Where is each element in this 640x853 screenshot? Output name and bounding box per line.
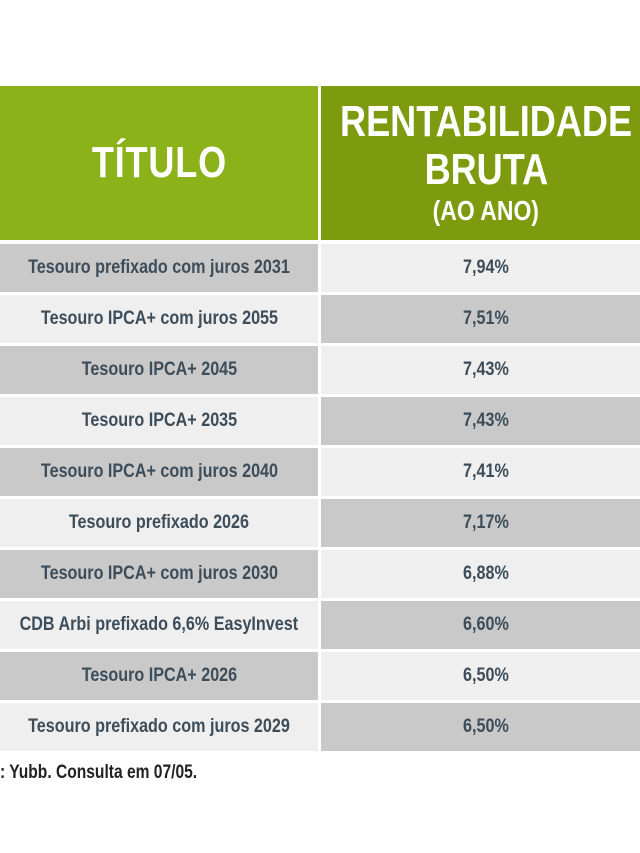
table-row: Tesouro IPCA+ 2026 6,50% bbox=[0, 652, 640, 700]
source-note: : Yubb. Consulta em 07/05. bbox=[0, 762, 198, 783]
cell-titulo: CDB Arbi prefixado 6,6% EasyInvest bbox=[0, 601, 318, 649]
cell-titulo: Tesouro prefixado com juros 2031 bbox=[0, 244, 318, 292]
table-row: Tesouro prefixado com juros 2031 7,94% bbox=[0, 244, 640, 292]
cell-titulo: Tesouro prefixado com juros 2029 bbox=[0, 703, 318, 751]
table-row: Tesouro prefixado 2026 7,17% bbox=[0, 499, 640, 547]
cell-rentabilidade: 6,50% bbox=[321, 703, 640, 751]
cell-titulo: Tesouro IPCA+ com juros 2055 bbox=[0, 295, 318, 343]
cell-rentabilidade: 7,94% bbox=[321, 244, 640, 292]
table-row: CDB Arbi prefixado 6,6% EasyInvest 6,60% bbox=[0, 601, 640, 649]
cell-rentabilidade: 7,43% bbox=[321, 346, 640, 394]
cell-titulo: Tesouro IPCA+ 2045 bbox=[0, 346, 318, 394]
table-row: Tesouro IPCA+ com juros 2030 6,88% bbox=[0, 550, 640, 598]
header-rentabilidade-line1: RENTABILIDADE bbox=[340, 97, 632, 146]
table-row: Tesouro IPCA+ com juros 2055 7,51% bbox=[0, 295, 640, 343]
cell-rentabilidade: 7,17% bbox=[321, 499, 640, 547]
header-rentabilidade-line2: BRUTA bbox=[424, 145, 548, 194]
cell-titulo: Tesouro IPCA+ 2035 bbox=[0, 397, 318, 445]
table-row: Tesouro prefixado com juros 2029 6,50% bbox=[0, 703, 640, 751]
cell-rentabilidade: 6,50% bbox=[321, 652, 640, 700]
header-titulo-label: TÍTULO bbox=[91, 138, 227, 187]
header-titulo: TÍTULO bbox=[0, 86, 318, 240]
table-row: Tesouro IPCA+ com juros 2040 7,41% bbox=[0, 448, 640, 496]
table-row: Tesouro IPCA+ 2035 7,43% bbox=[0, 397, 640, 445]
header-rentabilidade: RENTABILIDADE BRUTA (AO ANO) bbox=[321, 86, 640, 240]
cell-titulo: Tesouro IPCA+ com juros 2040 bbox=[0, 448, 318, 496]
cell-rentabilidade: 6,60% bbox=[321, 601, 640, 649]
header-rentabilidade-line3: (AO ANO) bbox=[432, 195, 540, 226]
cell-titulo: Tesouro IPCA+ com juros 2030 bbox=[0, 550, 318, 598]
cell-rentabilidade: 6,88% bbox=[321, 550, 640, 598]
cell-titulo: Tesouro IPCA+ 2026 bbox=[0, 652, 318, 700]
table-row: Tesouro IPCA+ 2045 7,43% bbox=[0, 346, 640, 394]
cell-rentabilidade: 7,43% bbox=[321, 397, 640, 445]
cell-titulo: Tesouro prefixado 2026 bbox=[0, 499, 318, 547]
cell-rentabilidade: 7,51% bbox=[321, 295, 640, 343]
cell-rentabilidade: 7,41% bbox=[321, 448, 640, 496]
